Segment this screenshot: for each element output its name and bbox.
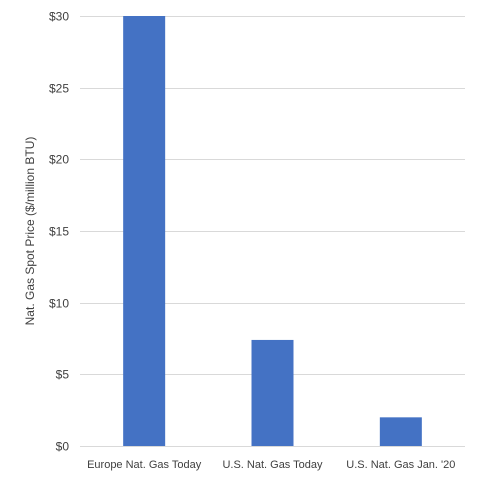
bar	[379, 417, 422, 446]
x-category-label: U.S. Nat. Gas Jan. '20	[346, 459, 455, 471]
x-category-labels: Europe Nat. Gas Today U.S. Nat. Gas Today…	[87, 459, 455, 471]
y-tick-label: $0	[56, 440, 70, 454]
x-category-label: Europe Nat. Gas Today	[87, 459, 202, 471]
y-tick-label: $30	[49, 10, 69, 24]
bars	[123, 16, 422, 446]
y-tick-label: $5	[56, 368, 70, 382]
bar	[123, 16, 166, 446]
y-tick-label: $10	[49, 297, 69, 311]
y-tick-label: $20	[49, 153, 69, 167]
y-tick-labels: $0 $5 $10 $15 $20 $25 $30	[49, 10, 69, 454]
bar	[251, 339, 294, 446]
x-category-label: U.S. Nat. Gas Today	[222, 459, 323, 471]
y-tick-label: $15	[49, 225, 69, 239]
y-axis-title: Nat. Gas Spot Price ($/million BTU)	[23, 137, 37, 326]
y-tick-label: $25	[49, 82, 69, 96]
